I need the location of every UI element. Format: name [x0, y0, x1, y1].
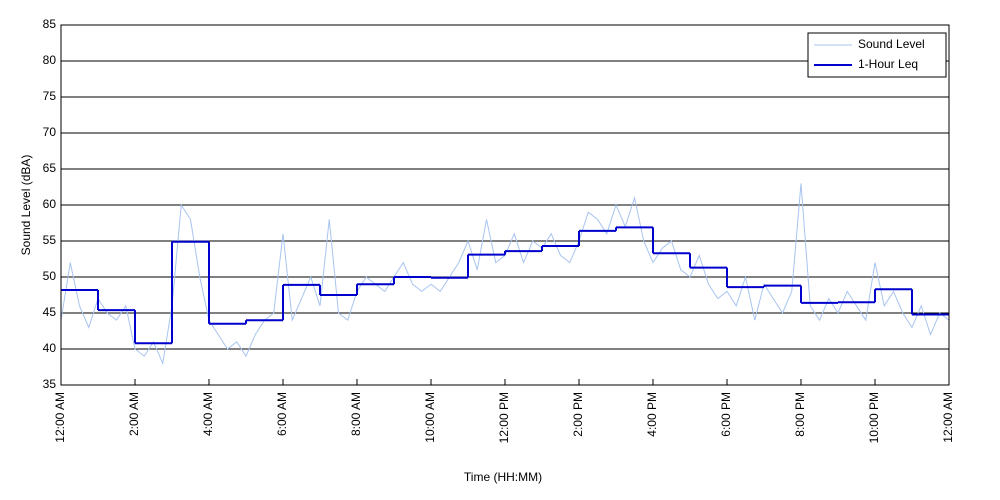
- y-axis-label: Sound Level (dBA): [19, 155, 33, 256]
- legend-box: [807, 32, 947, 78]
- y-tick-label: 50: [43, 269, 57, 283]
- x-axis-label: Time (HH:MM): [464, 470, 542, 484]
- x-tick-label: 6:00 PM: [719, 392, 733, 437]
- x-tick-label: 8:00 PM: [793, 392, 807, 437]
- x-tick-label: 4:00 PM: [645, 392, 659, 437]
- x-tick-label: 12:00 PM: [497, 392, 511, 443]
- x-tick-label: 12:00 AM: [941, 392, 955, 443]
- x-tick-label: 10:00 PM: [867, 392, 881, 443]
- legend-label: 1-Hour Leq: [858, 57, 918, 71]
- y-tick-label: 65: [43, 161, 57, 175]
- y-tick-label: 35: [43, 377, 57, 391]
- x-tick-label: 2:00 AM: [127, 392, 141, 436]
- x-tick-label: 4:00 AM: [201, 392, 215, 436]
- y-tick-label: 70: [43, 125, 57, 139]
- x-tick-label: 10:00 AM: [423, 392, 437, 443]
- x-tick-label: 2:00 PM: [571, 392, 585, 437]
- y-tick-label: 85: [43, 17, 57, 31]
- y-tick-label: 45: [43, 305, 57, 319]
- x-tick-label: 6:00 AM: [275, 392, 289, 436]
- y-tick-label: 75: [43, 89, 57, 103]
- x-tick-label: 8:00 AM: [349, 392, 363, 436]
- x-tick-label: 12:00 AM: [53, 392, 67, 443]
- legend-label: Sound Level: [858, 37, 925, 51]
- y-tick-label: 40: [43, 341, 57, 355]
- y-tick-label: 60: [43, 197, 57, 211]
- y-tick-label: 55: [43, 233, 57, 247]
- plot-frame: [60, 24, 950, 386]
- y-tick-label: 80: [43, 53, 57, 67]
